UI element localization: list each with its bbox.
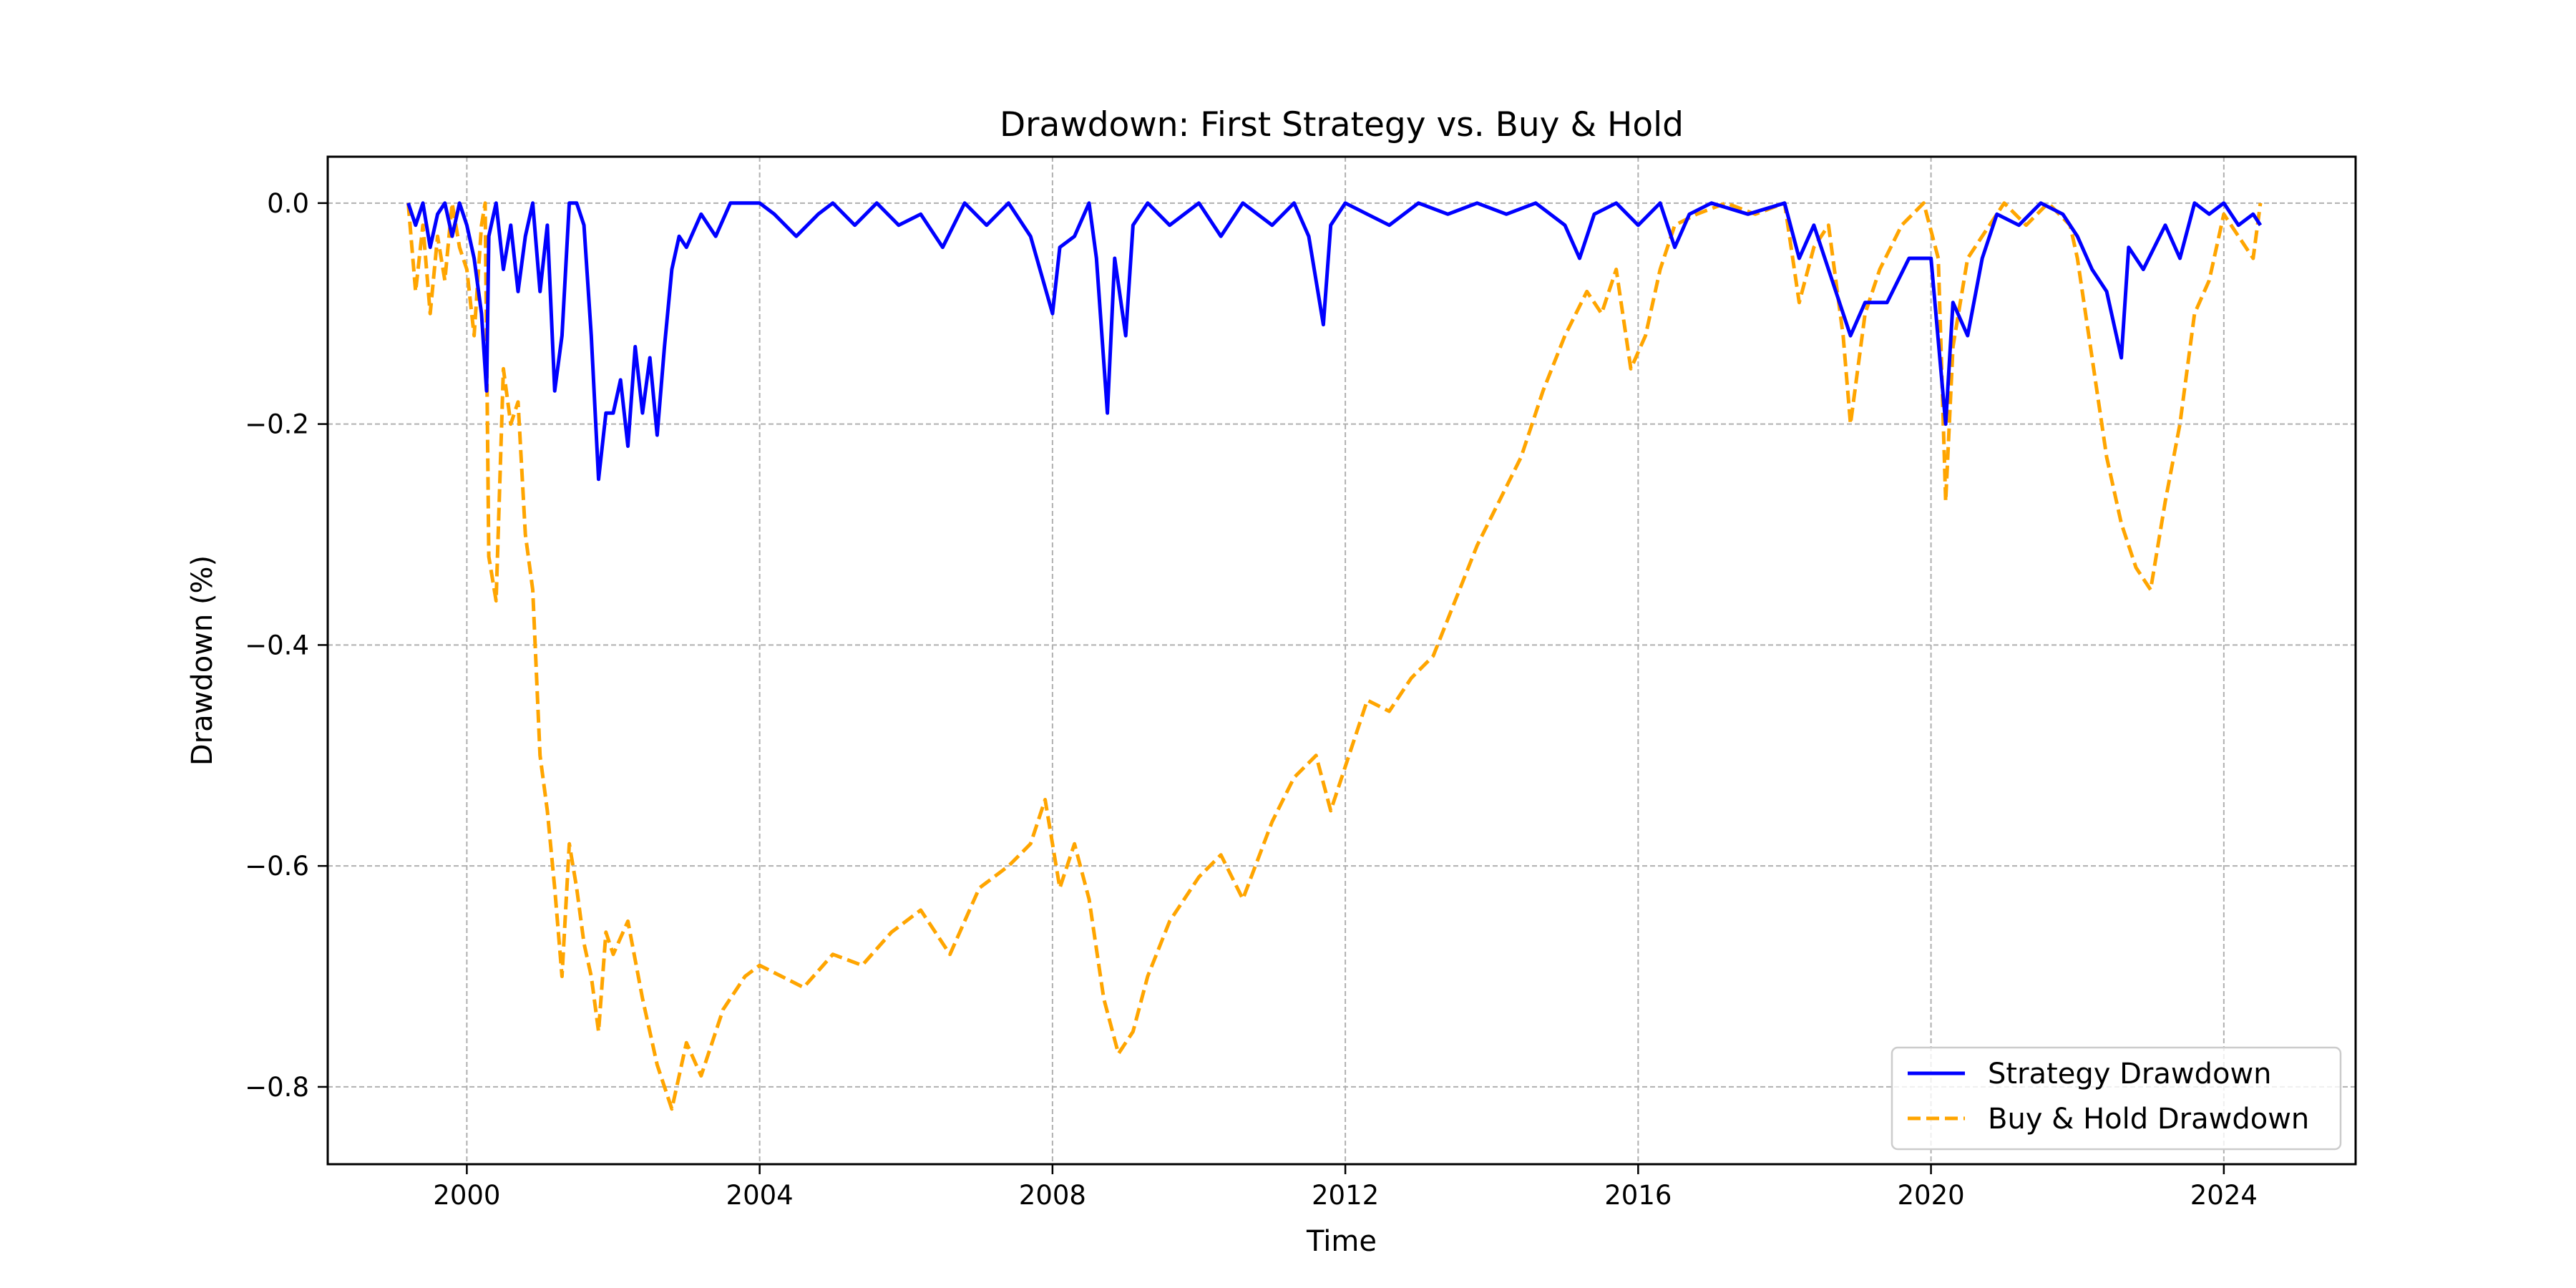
x-axis-label: Time [1306, 1225, 1377, 1258]
series-layer [406, 201, 2263, 1111]
legend-strategy-label: Strategy Drawdown [1988, 1058, 2272, 1091]
y-tick-label: −0.8 [245, 1072, 309, 1103]
y-tick-label: −0.6 [245, 851, 309, 882]
y-tick-label: −0.2 [245, 409, 309, 440]
x-tick-label: 2016 [1604, 1180, 1672, 1211]
legend: Strategy Drawdown Buy & Hold Drawdown [1890, 1046, 2342, 1151]
y-axis-label: Drawdown (%) [186, 555, 219, 766]
legend-buyhold-label: Buy & Hold Drawdown [1988, 1103, 2309, 1136]
legend-box [1890, 1046, 2342, 1151]
plot-frame [326, 155, 2357, 1166]
strategy-drawdown-line [406, 201, 2263, 482]
buyhold-drawdown-line [406, 201, 2263, 1111]
x-tick-label: 2012 [1312, 1180, 1379, 1211]
axis-ticks: 2000 2004 2008 2012 2016 2020 2024 0.0 −0.2 −0.4 −… [245, 188, 2258, 1211]
x-tick-label: 2008 [1019, 1180, 1086, 1211]
chart-title: Drawdown: First Strategy vs. Buy & Hold [1000, 105, 1684, 145]
x-tick-label: 2020 [1898, 1180, 1965, 1211]
y-tick-label: 0.0 [267, 188, 309, 219]
x-tick-label: 2024 [2190, 1180, 2258, 1211]
x-tick-label: 2000 [433, 1180, 500, 1211]
grid-lines [328, 157, 2356, 1164]
x-tick-label: 2004 [726, 1180, 794, 1211]
y-tick-label: −0.4 [245, 630, 309, 660]
